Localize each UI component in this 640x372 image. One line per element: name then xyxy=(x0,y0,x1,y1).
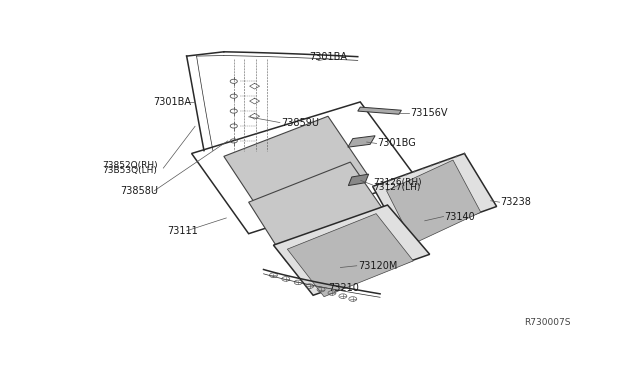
Text: 7301BA: 7301BA xyxy=(154,97,191,107)
Polygon shape xyxy=(348,136,375,147)
Polygon shape xyxy=(224,116,367,217)
Polygon shape xyxy=(249,162,390,261)
Text: 73111: 73111 xyxy=(167,226,198,236)
Text: 7301BA: 7301BA xyxy=(309,52,347,62)
Polygon shape xyxy=(348,174,369,186)
Text: R730007S: R730007S xyxy=(525,318,571,327)
Polygon shape xyxy=(273,205,429,295)
Polygon shape xyxy=(372,154,497,240)
Text: 73127(LH): 73127(LH) xyxy=(374,183,421,192)
Text: 73120M: 73120M xyxy=(358,261,397,271)
Polygon shape xyxy=(387,160,481,244)
Text: 73858U: 73858U xyxy=(121,186,159,196)
Text: 73210: 73210 xyxy=(328,283,359,293)
Text: 73852Q(RH): 73852Q(RH) xyxy=(102,161,158,170)
Text: 73238: 73238 xyxy=(500,197,531,207)
Polygon shape xyxy=(358,107,401,114)
Text: 73859U: 73859U xyxy=(281,118,319,128)
Polygon shape xyxy=(287,214,413,297)
Text: 73126(RH): 73126(RH) xyxy=(374,178,422,187)
Text: 7301BG: 7301BG xyxy=(378,138,417,148)
Text: 73140: 73140 xyxy=(445,212,476,221)
Text: 73B53Q(LH): 73B53Q(LH) xyxy=(102,166,157,175)
Text: 73156V: 73156V xyxy=(410,108,447,118)
